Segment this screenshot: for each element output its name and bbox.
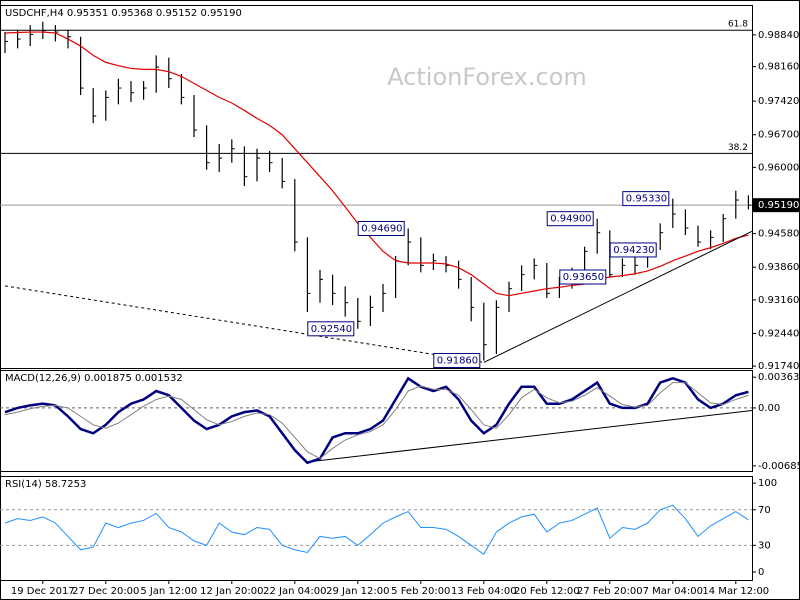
y-tick-label: 0.92440: [758, 328, 799, 339]
trendline: [483, 230, 753, 363]
y-tick-label: 0.97420: [758, 96, 799, 107]
y-tick-label: 0.00: [758, 403, 780, 414]
price-label-box: [546, 211, 594, 227]
price-label: 0.92540: [311, 324, 352, 335]
y-tick-label: 0.98840: [758, 30, 799, 41]
y-tick-label: 0.003638: [758, 372, 800, 383]
panel-frame: [0, 476, 753, 581]
x-tick-label: 27 Dec 20:00: [72, 586, 139, 597]
price-label-box: [357, 220, 405, 236]
y-tick-label: 0.98160: [758, 62, 799, 73]
panel-title: USDCHF,H4 0.95351 0.95368 0.95152 0.9519…: [5, 8, 242, 19]
price-label: 0.94230: [613, 245, 654, 256]
panel-title: RSI(14) 58.7253: [5, 479, 86, 490]
y-tick-label: 0.94580: [758, 229, 799, 240]
price-label: 0.91860: [437, 356, 478, 367]
price-label-box: [622, 191, 670, 207]
price-label: 0.93650: [563, 272, 604, 283]
indicator-line: [4, 376, 749, 465]
y-tick-label: 30: [758, 540, 771, 551]
y-tick-label: 0.91740: [758, 361, 799, 372]
x-tick-label: 7 Mar 04:00: [643, 586, 703, 597]
price-label: 0.94900: [550, 214, 591, 225]
x-tick-label: 13 Feb 04:00: [451, 586, 517, 597]
x-tick-label: 12 Jan 20:00: [200, 586, 263, 597]
indicator-line: [4, 504, 749, 555]
price-label-box: [609, 242, 657, 258]
panel-frame: [0, 5, 753, 369]
last-price-box: [753, 198, 799, 213]
price-label: 0.94690: [361, 223, 402, 234]
y-tick-label: 0.93160: [758, 295, 799, 306]
x-tick-label: 20 Feb 12:00: [514, 586, 580, 597]
y-tick-label: -0.006858: [758, 461, 800, 472]
last-price-label: 0.95190: [758, 200, 799, 211]
y-tick-label: 0: [758, 567, 764, 578]
price-label-box: [559, 269, 607, 285]
panel-title: MACD(12,26,9) 0.001875 0.001532: [5, 373, 183, 384]
moving-average: [4, 31, 749, 297]
x-tick-label: 14 Mar 12:00: [702, 586, 769, 597]
price-label-box: [433, 353, 481, 369]
trendline: [4, 285, 484, 363]
watermark: ActionForex.com: [387, 63, 587, 91]
fib-label: 38.2: [728, 143, 748, 153]
x-tick-label: 5 Jan 12:00: [140, 586, 197, 597]
x-tick-label: 27 Feb 20:00: [577, 586, 643, 597]
fib-label: 61.8: [728, 20, 748, 30]
x-tick-label: 22 Jan 04:00: [263, 586, 326, 597]
x-tick-label: 19 Dec 2017: [11, 586, 75, 597]
panel-frame: [0, 370, 753, 472]
y-tick-label: 100: [758, 478, 777, 489]
trendline: [307, 409, 753, 463]
x-tick-label: 5 Feb 20:00: [391, 586, 450, 597]
y-tick-label: 0.96700: [758, 130, 799, 141]
y-tick-label: 0.96000: [758, 162, 799, 173]
indicator-line: [4, 382, 749, 460]
price-label-box: [307, 321, 355, 337]
price-label: 0.95330: [626, 194, 667, 205]
x-tick-label: 29 Jan 12:00: [326, 586, 389, 597]
y-tick-label: 70: [758, 505, 771, 516]
y-tick-label: 0.93860: [758, 262, 799, 273]
